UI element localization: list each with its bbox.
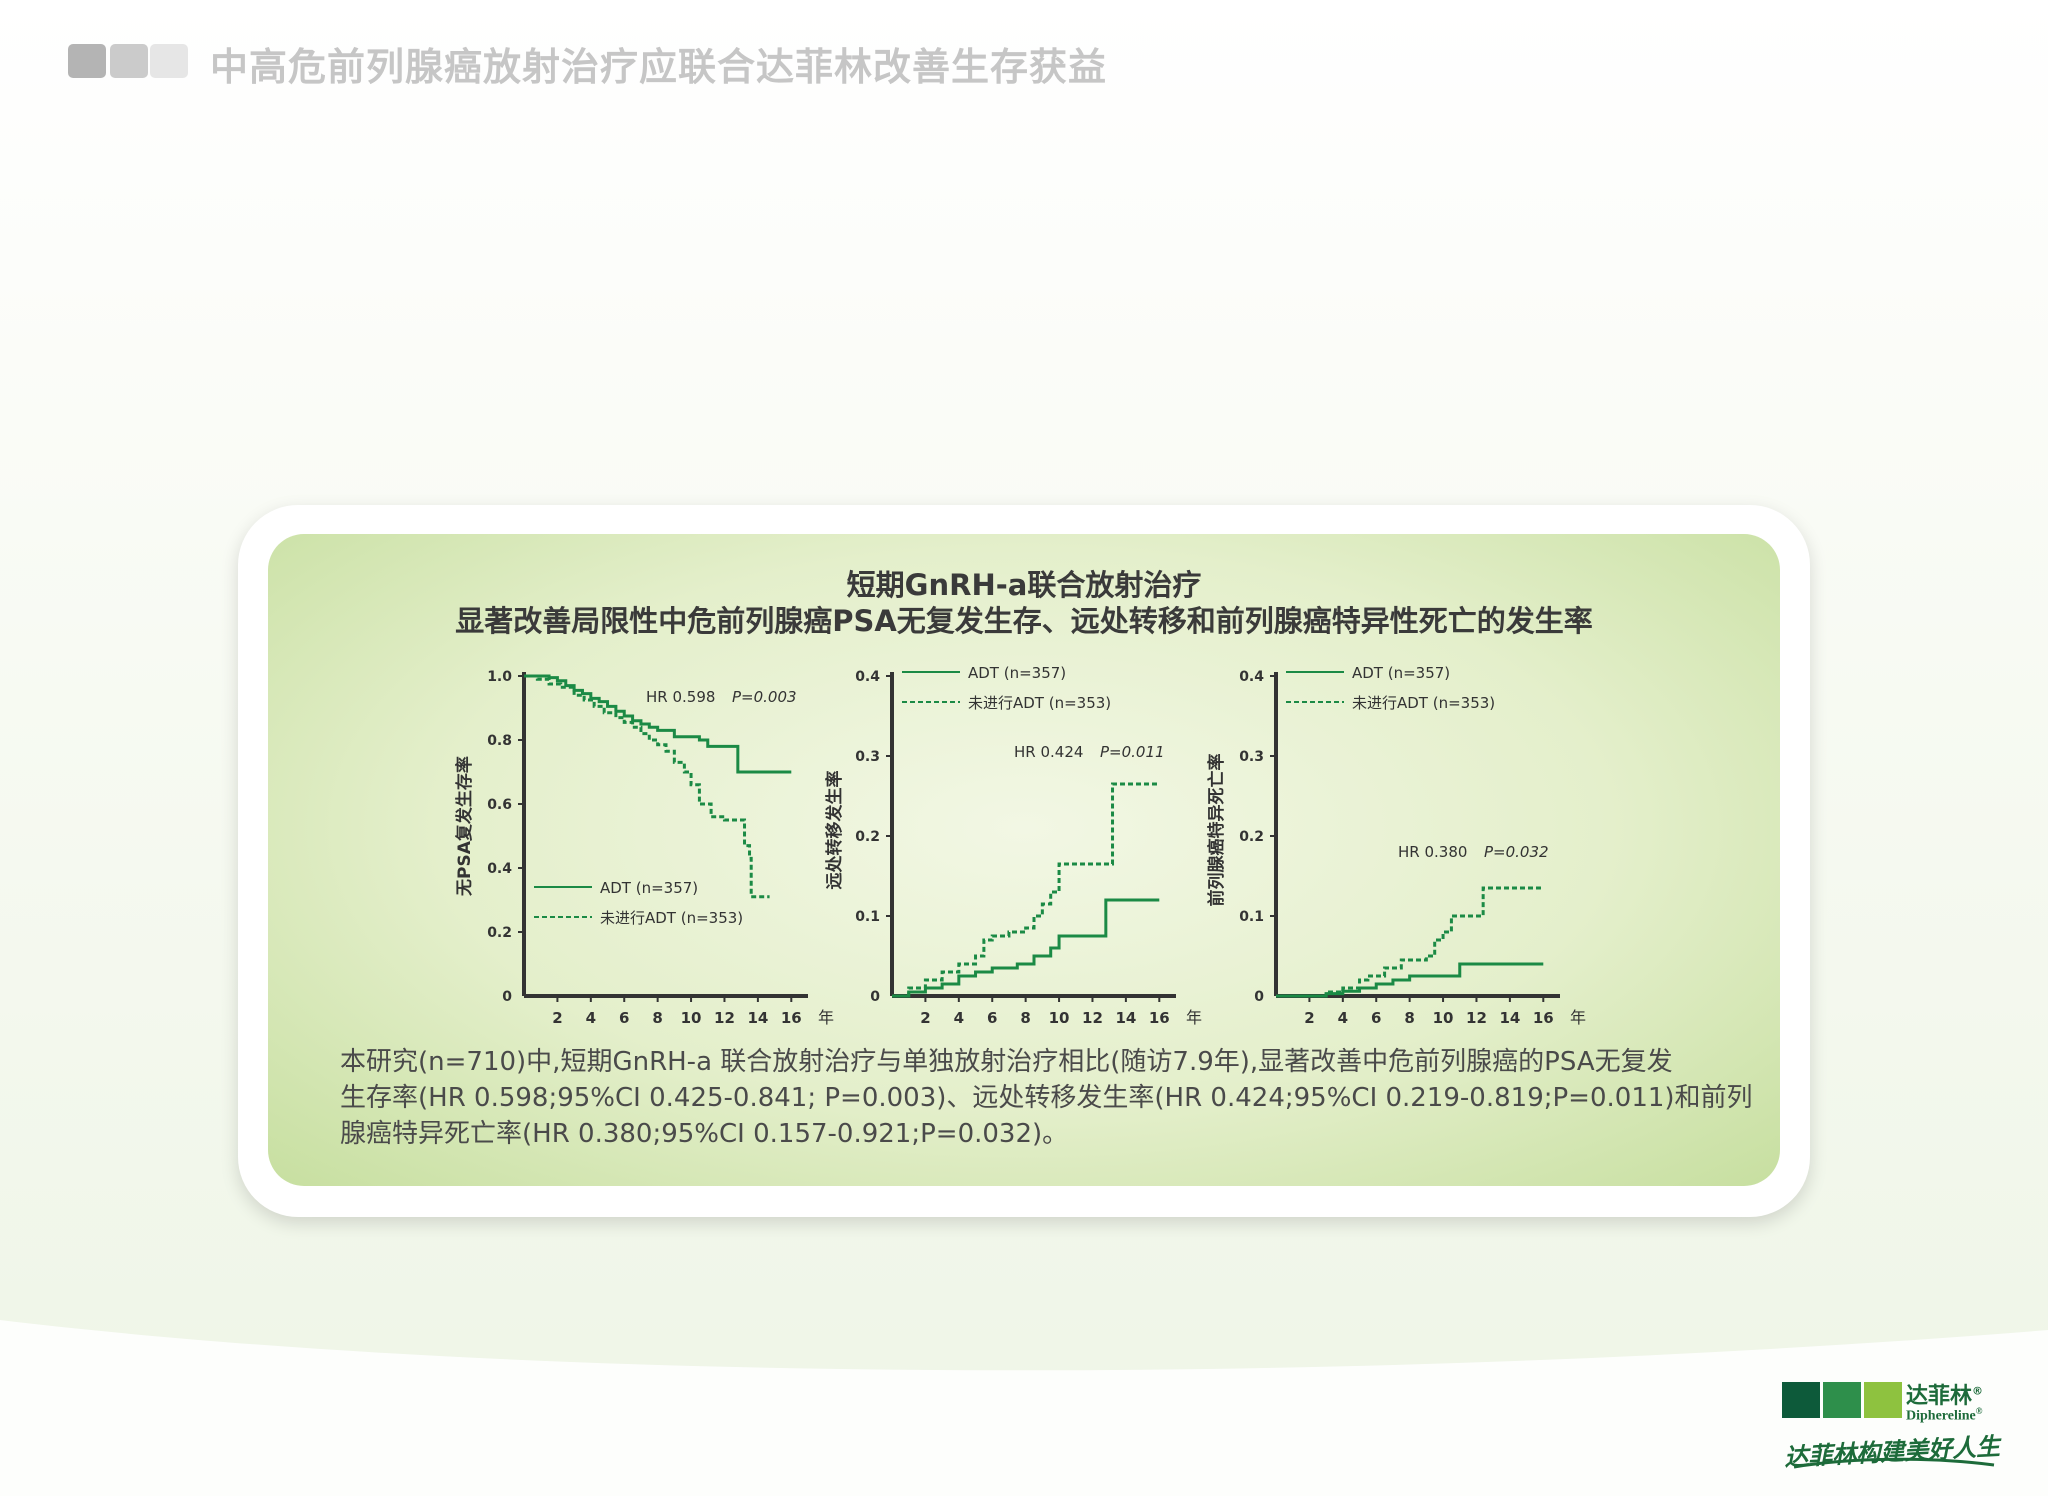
chart2-x-axis-unit: 年: [1186, 1008, 1202, 1027]
chart3-x-tick-label: 10: [1433, 1009, 1454, 1027]
chart1-hr-label: HR 0.598: [646, 688, 715, 706]
chart2-x-tick-label: 10: [1049, 1009, 1070, 1027]
summary-text: 本研究(n=710)中,短期GnRH-a 联合放射治疗与单独放射治疗相比(随访7…: [340, 1044, 1753, 1152]
chart3-p-value-label: P=0.032: [1484, 843, 1549, 861]
chart2-y-tick-label: 0.2: [855, 829, 880, 845]
chart3-hr-label: HR 0.380: [1398, 843, 1467, 861]
chart3-series-no-adt-line: [1276, 886, 1544, 998]
logo-swash: [1793, 1457, 1995, 1469]
logo-chinese-name: 达菲林®: [1906, 1384, 1984, 1409]
chart1-x-tick-label: 14: [747, 1009, 768, 1027]
chart1-x-tick-label: 4: [586, 1009, 596, 1027]
header-square-dark: [68, 44, 106, 78]
logo-square-mid: [1823, 1382, 1861, 1418]
chart1-x-tick-label: 8: [652, 1009, 662, 1027]
chart3-series-adt-line: [1276, 962, 1544, 998]
chart2-x-tick-label: 12: [1082, 1009, 1103, 1027]
chart1-x-tick-label: 12: [714, 1009, 735, 1027]
chart2-x-tick-label: 4: [954, 1009, 964, 1027]
header-square-mid: [110, 44, 148, 78]
card-title-line1: 短期GnRH-a联合放射治疗: [846, 568, 1202, 602]
summary-line-1: 本研究(n=710)中,短期GnRH-a 联合放射治疗与单独放射治疗相比(随访7…: [340, 1047, 1673, 1077]
chart1-y-tick-label: 0.6: [487, 797, 512, 813]
card-panel: [268, 534, 1780, 1186]
chart1-legend-label: ADT (n=357): [600, 879, 698, 897]
chart1-x-tick-label: 16: [781, 1009, 802, 1027]
chart2-y-axis-label: 远处转移发生率: [824, 771, 845, 890]
logo-square-dark: [1782, 1382, 1820, 1418]
chart2-x-tick-label: 14: [1115, 1009, 1136, 1027]
chart2-series-no-adt-line: [892, 782, 1160, 998]
chart1-y-tick-label: 1.0: [487, 669, 512, 685]
chart3-x-tick-label: 2: [1304, 1009, 1314, 1027]
chart2-p-value-label: P=0.011: [1100, 743, 1165, 761]
chart3-y-tick-label: 0: [1254, 989, 1264, 1005]
chart2-legend-label: 未进行ADT (n=353): [968, 694, 1111, 712]
chart1-series-no-adt-line: [524, 674, 770, 899]
chart2-x-tick-label: 6: [987, 1009, 997, 1027]
chart3-x-tick-label: 14: [1499, 1009, 1520, 1027]
chart3-x-tick-label: 12: [1466, 1009, 1487, 1027]
chart3-x-axis-unit: 年: [1570, 1008, 1586, 1027]
chart3-x-tick-label: 8: [1404, 1009, 1414, 1027]
chart2-y-tick-label: 0.4: [855, 669, 880, 685]
card-title-line2: 显著改善局限性中危前列腺癌PSA无复发生存、远处转移和前列腺癌特异性死亡的发生率: [455, 604, 1593, 638]
chart3-legend-label: ADT (n=357): [1352, 664, 1450, 682]
chart1-y-axis-label: 无PSA复发生存率: [454, 756, 475, 897]
chart1-x-tick-label: 6: [619, 1009, 629, 1027]
chart1-x-tick-label: 2: [552, 1009, 562, 1027]
header-square-light: [150, 44, 188, 78]
chart3-y-tick-label: 0.3: [1239, 749, 1264, 765]
chart3-x-tick-label: 16: [1533, 1009, 1554, 1027]
chart2-series-adt-line: [892, 898, 1160, 998]
chart2-y-tick-label: 0.3: [855, 749, 880, 765]
chart2-hr-label: HR 0.424: [1014, 743, 1083, 761]
chart1-x-tick-label: 10: [681, 1009, 702, 1027]
chart2-x-tick-label: 8: [1020, 1009, 1030, 1027]
logo-english-name: Diphereline®: [1906, 1406, 1983, 1424]
chart3-legend-label: 未进行ADT (n=353): [1352, 694, 1495, 712]
chart1-y-tick-label: 0.4: [487, 861, 512, 877]
summary-line-3: 腺癌特异死亡率(HR 0.380;95%CI 0.157-0.921;P=0.0…: [340, 1119, 1069, 1149]
chart1-y-tick-label: 0: [502, 989, 512, 1005]
chart1-series-adt-line: [524, 674, 792, 774]
chart1-legend-label: 未进行ADT (n=353): [600, 909, 743, 927]
logo-square-light: [1864, 1382, 1902, 1418]
chart2-y-tick-label: 0.1: [855, 909, 880, 925]
chart2-legend-label: ADT (n=357): [968, 664, 1066, 682]
chart3-y-axis-label: 前列腺癌特异死亡率: [1206, 754, 1227, 907]
summary-line-2: 生存率(HR 0.598;95%CI 0.425-0.841; P=0.003)…: [340, 1083, 1753, 1113]
chart1-y-tick-label: 0.2: [487, 925, 512, 941]
chart1-p-value-label: P=0.003: [732, 688, 797, 706]
chart3-x-tick-label: 6: [1371, 1009, 1381, 1027]
chart1-y-tick-label: 0.8: [487, 733, 512, 749]
chart2-x-tick-label: 2: [920, 1009, 930, 1027]
chart2-x-tick-label: 16: [1149, 1009, 1170, 1027]
chart2-y-tick-label: 0: [870, 989, 880, 1005]
chart3-y-tick-label: 0.1: [1239, 909, 1264, 925]
page-title: 中高危前列腺癌放射治疗应联合达菲林改善生存获益: [210, 45, 1108, 89]
chart3-y-tick-label: 0.4: [1239, 669, 1264, 685]
chart3-x-tick-label: 4: [1338, 1009, 1348, 1027]
chart1-x-axis-unit: 年: [818, 1008, 834, 1027]
bottom-swoosh: [0, 1320, 2048, 1496]
chart3-y-tick-label: 0.2: [1239, 829, 1264, 845]
